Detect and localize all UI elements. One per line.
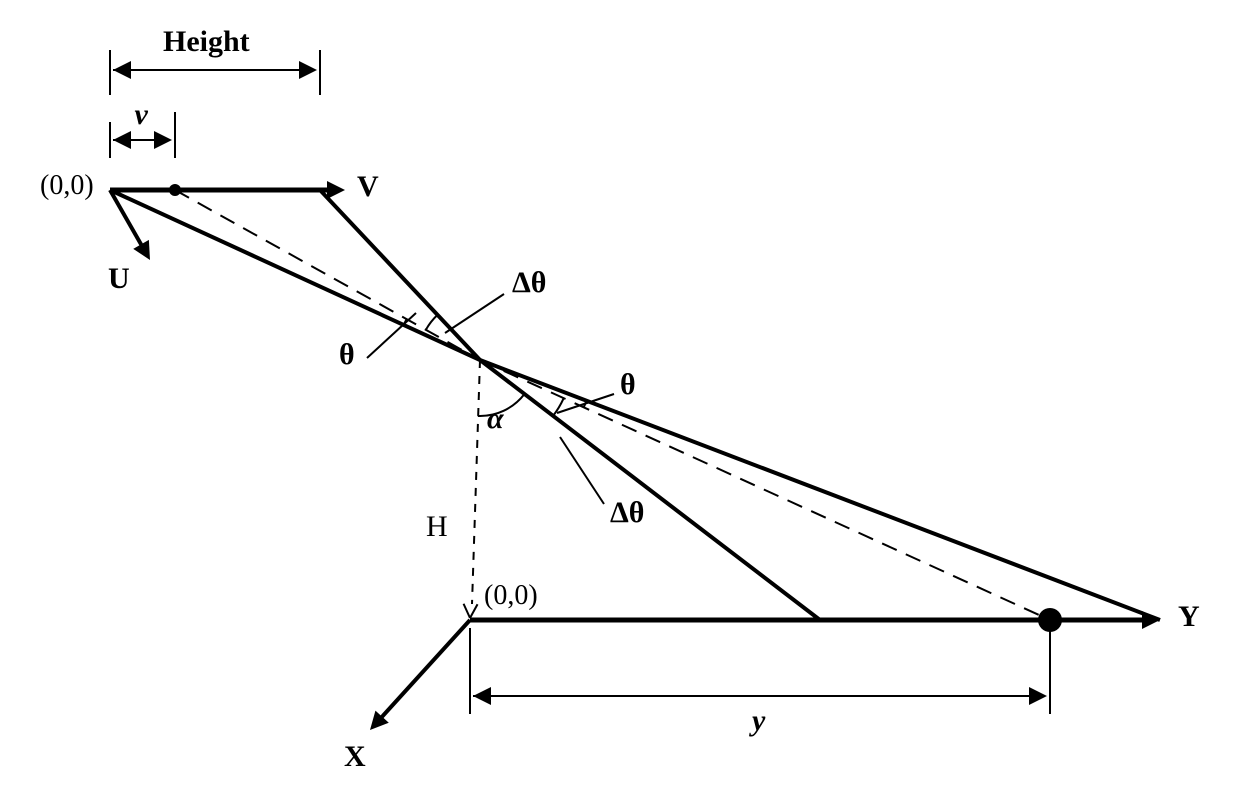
label-V-axis: V <box>357 170 379 204</box>
label-ground-origin: (0,0) <box>484 580 538 612</box>
label-Y-axis: Y <box>1178 600 1200 634</box>
label-alpha: α <box>487 402 504 436</box>
label-v: v <box>135 98 148 132</box>
label-delta-theta-lower: Δθ <box>610 496 644 530</box>
label-H: H <box>426 510 448 544</box>
label-height: Height <box>163 25 250 59</box>
label-U-axis: U <box>108 262 130 296</box>
diagram-svg <box>0 0 1240 806</box>
label-theta-upper: θ <box>339 338 355 372</box>
label-image-origin: (0,0) <box>40 170 94 202</box>
label-delta-theta-upper: Δθ <box>512 266 546 300</box>
label-theta-lower: θ <box>620 368 636 402</box>
label-y: y <box>752 704 765 738</box>
label-X-axis: X <box>344 740 366 774</box>
